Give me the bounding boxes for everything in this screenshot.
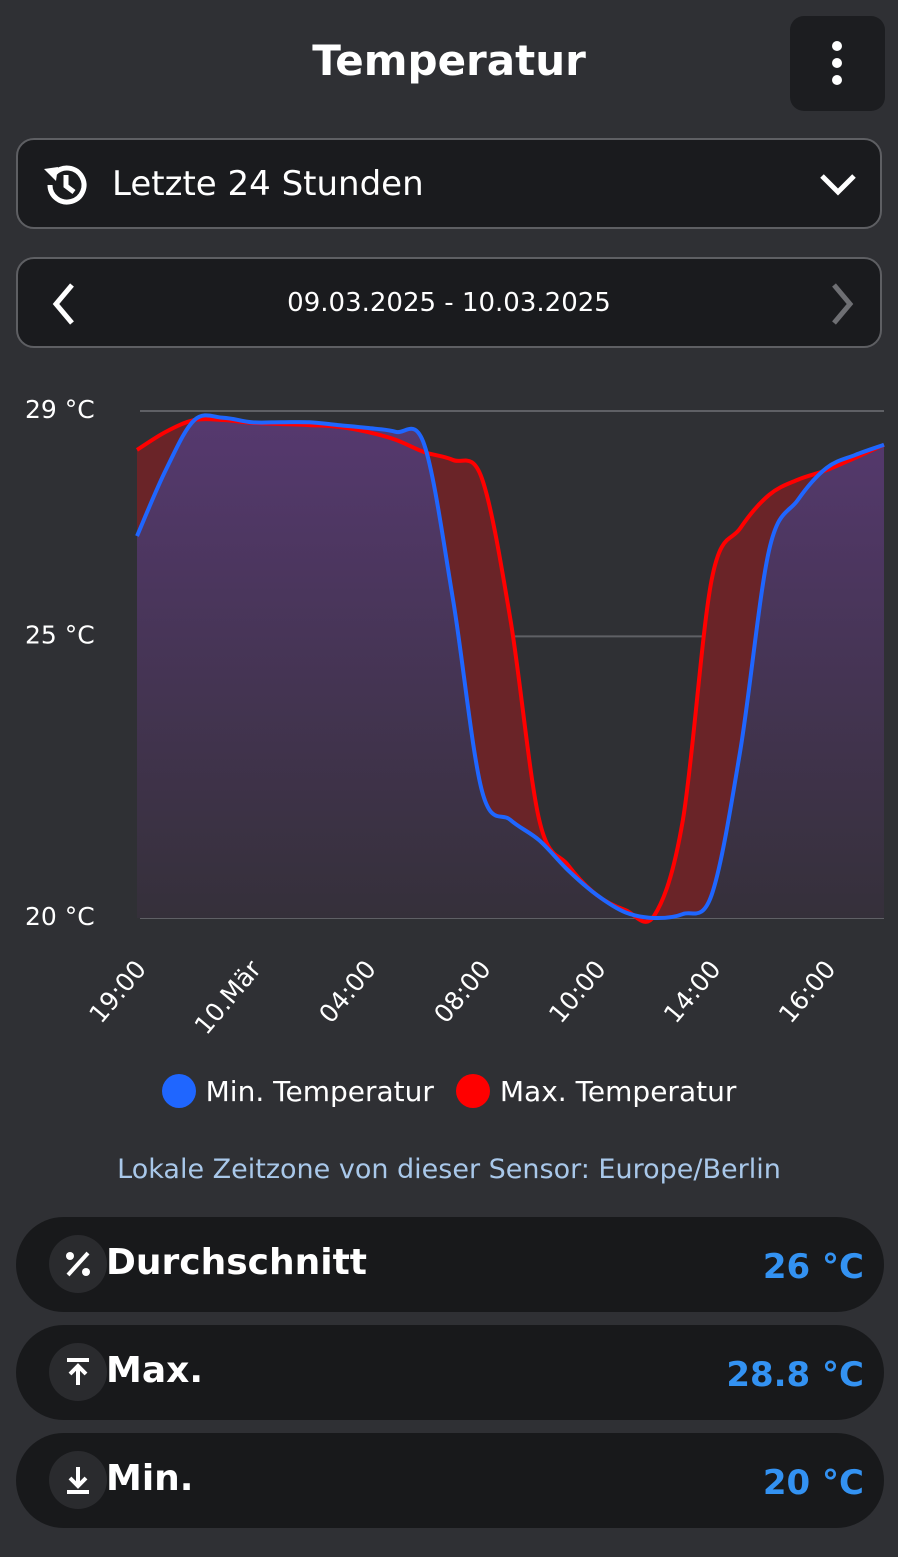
- legend-item[interactable]: Min. Temperatur: [161, 1074, 434, 1108]
- x-tick-label: 14:00: [658, 955, 727, 1029]
- history-icon: [44, 165, 87, 205]
- stat-value: 26 °C: [762, 1247, 864, 1287]
- x-tick-label: 16:00: [773, 955, 842, 1029]
- legend-label: Min. Temperatur: [205, 1074, 434, 1108]
- y-tick-label: 20 °C: [25, 902, 95, 931]
- chevron-down: [820, 174, 856, 196]
- next-button[interactable]: [822, 279, 862, 329]
- stat-label: Max.: [106, 1350, 204, 1391]
- x-tick-label: 10:00: [543, 955, 612, 1029]
- legend: Min. Temperatur Max. Temperatur: [0, 1074, 898, 1108]
- x-tick-label: 04:00: [313, 955, 382, 1029]
- stat-row: Min. 20 °C: [16, 1433, 884, 1528]
- y-tick-label: 25 °C: [25, 620, 95, 649]
- timezone-note: Lokale Zeitzone von dieser Sensor: Europ…: [117, 1154, 781, 1185]
- period-label: Letzte 24 Stunden: [112, 164, 424, 204]
- date-range: 09.03.2025 - 10.03.2025: [287, 288, 611, 318]
- stat-row: Max. 28.8 °C: [16, 1325, 884, 1420]
- average-icon: [49, 1235, 107, 1293]
- date-nav: 09.03.2025 - 10.03.2025: [16, 257, 882, 348]
- legend-marker: [161, 1074, 196, 1108]
- title: Temperatur: [312, 36, 586, 85]
- legend-item[interactable]: Max. Temperatur: [455, 1074, 737, 1108]
- stat-label: Min.: [106, 1458, 194, 1499]
- stat-label: Durchschnitt: [106, 1242, 368, 1283]
- y-tick-label: 29 °C: [25, 395, 95, 424]
- x-tick-label: 10.Mär: [189, 954, 268, 1040]
- legend-marker: [455, 1074, 490, 1108]
- menu-button[interactable]: [790, 16, 885, 111]
- x-tick-label: 08:00: [428, 955, 497, 1029]
- area: [137, 415, 884, 919]
- stat-value: 28.8 °C: [726, 1355, 864, 1395]
- period-select[interactable]: Letzte 24 Stunden: [16, 138, 882, 229]
- prev-button[interactable]: [46, 279, 86, 329]
- line: [135, 413, 885, 921]
- menu-icon: [832, 41, 842, 85]
- max-icon: [49, 1343, 107, 1401]
- stat-value: 20 °C: [762, 1463, 864, 1503]
- x-tick-label: 19:00: [83, 955, 152, 1029]
- legend-label: Max. Temperatur: [499, 1074, 737, 1108]
- min-icon: [49, 1451, 107, 1509]
- chart: 20 °C 25 °C 29 °C 19:00 10.Mär 04:00 08:00 10:0…: [25, 395, 885, 1040]
- stat-row: Durchschnitt 26 °C: [16, 1217, 884, 1312]
